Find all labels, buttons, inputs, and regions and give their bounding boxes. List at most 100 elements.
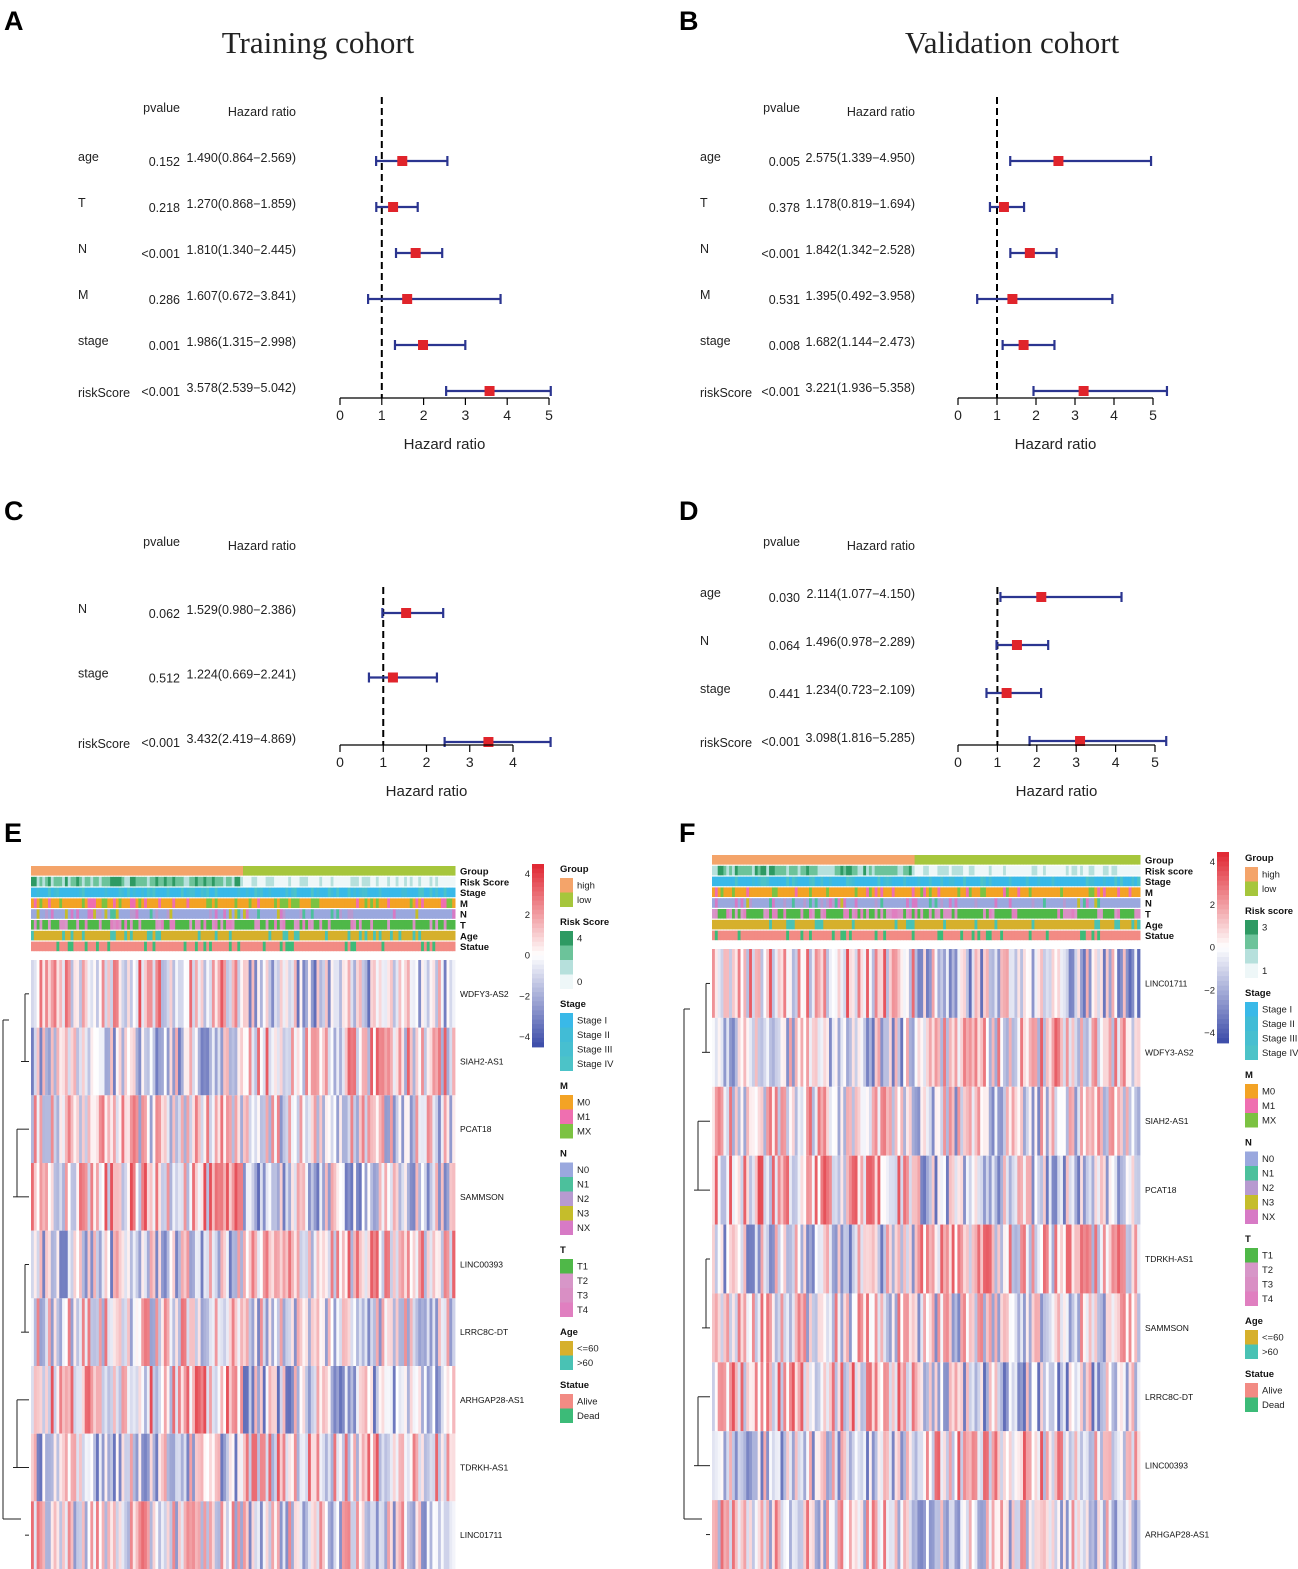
annotation-cell — [983, 909, 987, 919]
annotation-cell — [1048, 909, 1053, 919]
annotation-cell — [809, 876, 813, 887]
annotation-cell — [288, 941, 292, 952]
heatmap-cell — [259, 1433, 264, 1502]
annotation-cell — [945, 855, 950, 865]
annotation-cell — [378, 930, 383, 941]
annotation-cell — [888, 876, 893, 887]
annotation-cell — [214, 887, 219, 898]
heatmap-cell — [76, 1027, 80, 1096]
heatmap-cell — [395, 1433, 399, 1502]
annotation-cell — [848, 898, 853, 908]
annotation-cell — [857, 876, 861, 887]
heatmap-cell — [271, 1501, 275, 1569]
heatmap-cell — [1134, 1224, 1138, 1294]
annotation-cell — [1077, 865, 1081, 876]
annotation-cell — [299, 930, 303, 941]
annotation-cell — [339, 866, 343, 876]
annotation-cell — [177, 920, 182, 930]
heatmap-cell — [177, 1163, 182, 1231]
heatmap-cell — [740, 1224, 744, 1294]
heatmap-cell — [435, 1027, 439, 1096]
heatmap-cell — [296, 1501, 300, 1569]
heatmap-cell — [794, 1086, 798, 1156]
heatmap-cell — [823, 1017, 827, 1087]
heatmap-cell — [452, 1230, 456, 1299]
annotation-cell — [104, 941, 108, 952]
heatmap-cell — [1062, 949, 1067, 1018]
annotation-track — [31, 909, 456, 919]
annotation-cell — [155, 898, 159, 908]
heatmap-cell — [834, 949, 838, 1018]
heatmap-cell — [1085, 1017, 1090, 1087]
heatmap-cell — [50, 1163, 55, 1231]
heatmap-cell — [963, 1086, 967, 1156]
annotation-cell — [398, 898, 402, 908]
annotation-cell — [152, 898, 156, 908]
heatmap-cell — [791, 1086, 796, 1156]
heatmap-cell — [200, 960, 204, 1028]
heatmap-cell — [364, 1501, 368, 1569]
colorbar-segment — [532, 909, 544, 915]
heatmap-cell — [1100, 1017, 1104, 1087]
heatmap-cell — [943, 1155, 947, 1225]
annotation-cell — [1011, 865, 1015, 876]
heatmap-cell — [155, 1366, 159, 1434]
annotation-cell — [894, 855, 898, 865]
annotation-cell — [313, 876, 317, 887]
heatmap-cell — [310, 1366, 315, 1434]
heatmap-cell — [846, 1155, 850, 1225]
heatmap-cell — [1097, 1017, 1101, 1087]
annotation-cell — [860, 865, 864, 876]
heatmap-cell — [161, 960, 165, 1028]
annotation-cell — [1060, 909, 1064, 919]
annotation-cell — [951, 876, 956, 887]
annotation-cell — [373, 909, 377, 919]
legend-item: Stage I — [577, 1016, 607, 1027]
annotation-cell — [226, 930, 230, 941]
annotation-cell — [152, 866, 156, 876]
annotation-cell — [446, 887, 450, 898]
annotation-cell — [740, 898, 744, 908]
annotation-cell — [158, 920, 162, 930]
annotation-cell — [421, 909, 425, 919]
heatmap-cell — [857, 1017, 861, 1087]
heatmap-cell — [846, 1224, 850, 1294]
heatmap-cell — [310, 1027, 315, 1096]
track-label: N — [460, 910, 467, 921]
annotation-cell — [56, 866, 60, 876]
heatmap-cell — [1062, 1224, 1067, 1294]
annotation-cell — [737, 855, 742, 865]
annotation-cell — [296, 930, 301, 941]
heatmap-cell — [296, 1433, 300, 1502]
annotation-cell — [963, 898, 967, 908]
annotation-cell — [1074, 919, 1078, 930]
heatmap-cell — [316, 1433, 320, 1502]
heatmap-cell — [209, 1095, 213, 1163]
heatmap-cell — [248, 1366, 252, 1434]
heatmap-cell — [423, 1163, 428, 1231]
annotation-cell — [848, 919, 853, 930]
heatmap-cell — [231, 1163, 235, 1231]
annotation-cell — [115, 876, 120, 887]
annotation-cell — [888, 930, 893, 941]
annotation-cell — [1137, 887, 1141, 897]
heatmap-cell — [1023, 1017, 1027, 1087]
heatmap-cell — [837, 1086, 841, 1156]
annotation-cell — [1020, 887, 1024, 897]
annotation-cell — [928, 930, 933, 941]
annotation-cell — [857, 919, 861, 930]
heatmap-cell — [67, 1501, 71, 1569]
annotation-cell — [777, 855, 781, 865]
annotation-cell — [226, 876, 230, 887]
legend-swatch — [560, 1355, 573, 1370]
heatmap-cell — [81, 1027, 86, 1096]
annotation-cell — [47, 898, 52, 908]
heatmap-cell — [141, 960, 145, 1028]
heatmap-cell — [769, 1293, 773, 1363]
annotation-cell — [994, 909, 998, 919]
heatmap-cell — [880, 1155, 884, 1225]
annotation-cell — [963, 865, 967, 876]
heatmap-cell — [144, 1501, 148, 1569]
annotation-cell — [757, 909, 762, 919]
annotation-cell — [866, 855, 870, 865]
